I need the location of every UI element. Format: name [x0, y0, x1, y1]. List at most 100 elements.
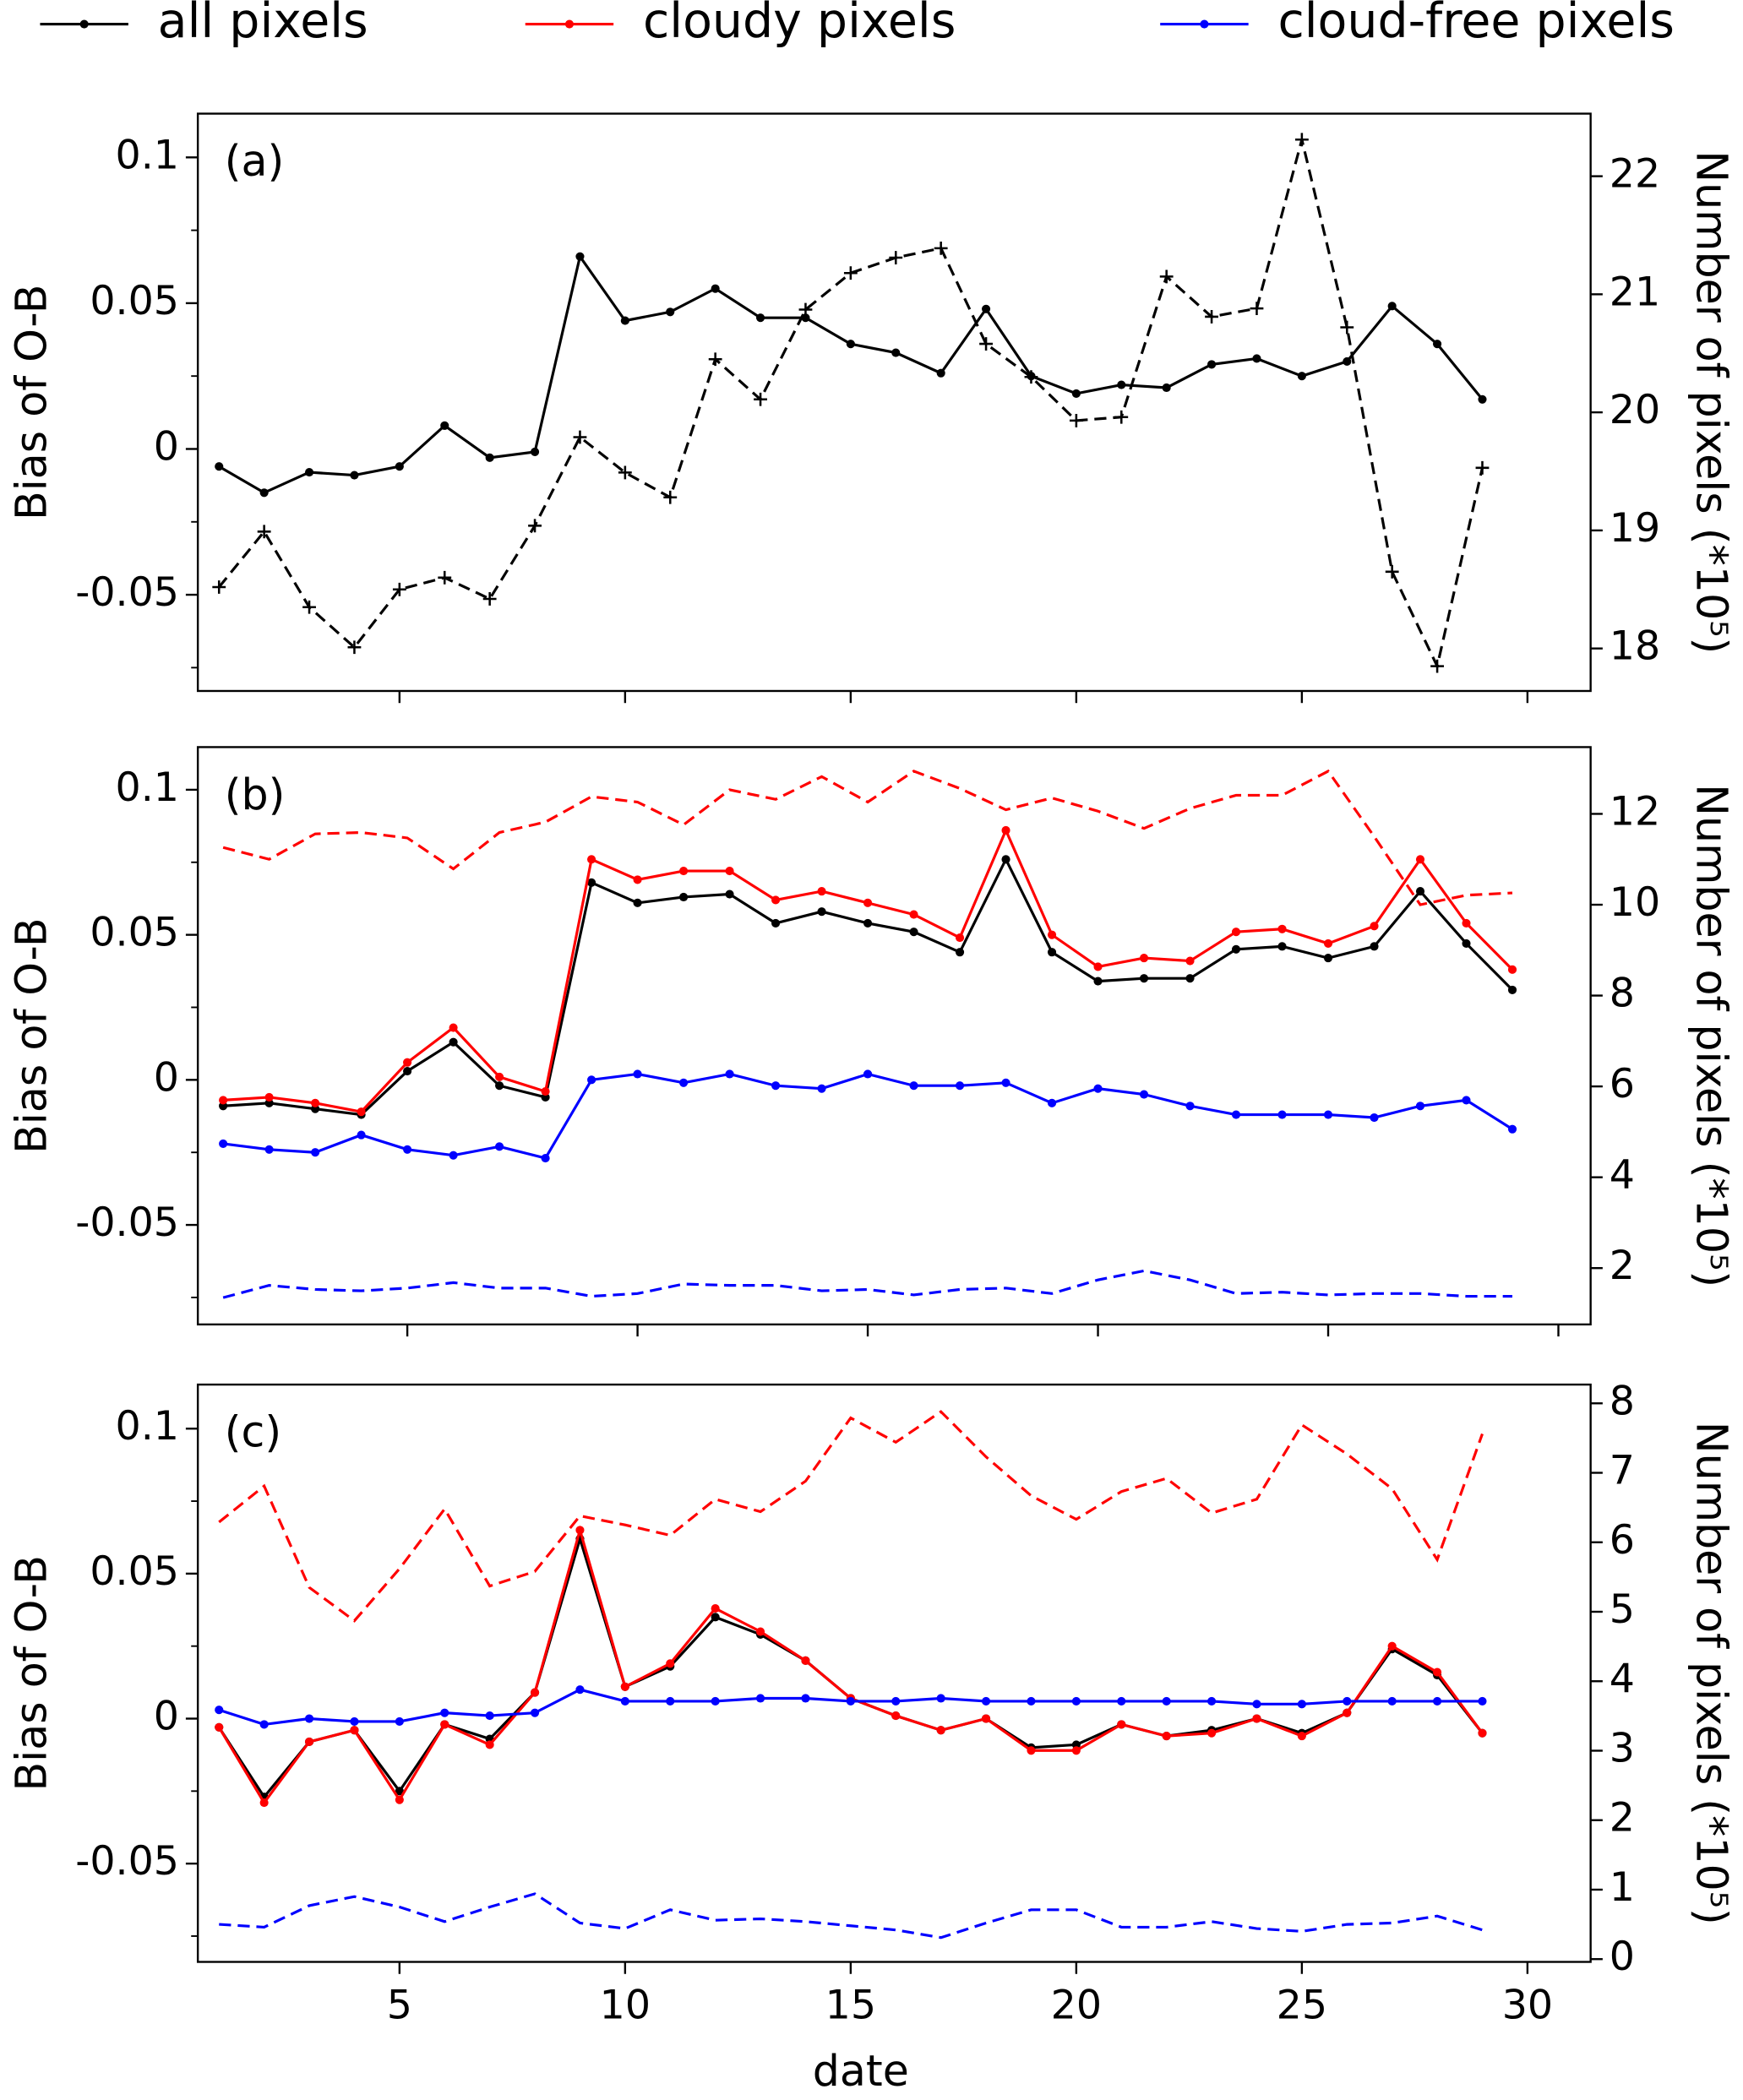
point — [495, 1142, 504, 1151]
point — [1001, 1078, 1010, 1087]
point — [395, 1716, 404, 1727]
line — [217, 1525, 1484, 1805]
point — [633, 1069, 642, 1079]
y-axis-label: Bias of O-B — [7, 284, 57, 520]
y2-tick-label: 2 — [1610, 1795, 1635, 1842]
point — [708, 352, 722, 367]
point — [357, 1107, 366, 1117]
point — [449, 1023, 458, 1032]
point — [1185, 956, 1195, 966]
point — [663, 490, 678, 504]
point — [1114, 410, 1129, 424]
point — [1071, 1696, 1081, 1706]
point — [936, 368, 945, 378]
point — [1343, 356, 1352, 366]
point — [1069, 414, 1083, 427]
x-axis-label: date — [813, 2046, 909, 2096]
point — [449, 1037, 458, 1047]
point — [1117, 1720, 1126, 1729]
point — [395, 1795, 404, 1804]
point — [1231, 1110, 1241, 1119]
y-tick-label: 0 — [154, 1694, 179, 1740]
point — [575, 1685, 585, 1695]
point — [541, 1087, 550, 1096]
x-tick-label: 15 — [825, 1982, 876, 2028]
point — [530, 447, 540, 456]
point — [817, 1084, 826, 1093]
point — [1507, 965, 1517, 974]
point — [1117, 380, 1126, 389]
point — [863, 918, 873, 928]
point — [311, 1098, 320, 1107]
point — [438, 570, 452, 585]
point — [633, 875, 642, 884]
point — [891, 1696, 901, 1706]
point — [1370, 922, 1379, 931]
x-tick-label: 20 — [1051, 1982, 1102, 2028]
point — [573, 430, 587, 444]
point — [755, 313, 765, 323]
point — [1162, 1696, 1171, 1706]
point — [587, 878, 596, 887]
y2-tick-label: 4 — [1610, 1656, 1635, 1702]
legend-label: all pixels — [158, 0, 368, 49]
panel-label: (a) — [225, 136, 285, 186]
y2-tick-label: 4 — [1610, 1152, 1635, 1199]
point — [350, 1716, 359, 1727]
point — [528, 519, 542, 533]
panel-label: (c) — [225, 1407, 281, 1457]
y2-tick-label: 6 — [1610, 1061, 1635, 1107]
line — [217, 1534, 1484, 1799]
plot-frame — [196, 1383, 1592, 1963]
dashed-line — [218, 139, 1484, 671]
panel-label: (b) — [225, 770, 286, 819]
point — [1277, 942, 1287, 951]
point — [711, 1604, 720, 1613]
point — [666, 1659, 675, 1668]
y2-axis-label: Number of pixels (*10⁵) — [1686, 1422, 1736, 1925]
point — [215, 1722, 224, 1732]
point — [1387, 302, 1397, 311]
point — [1370, 1113, 1379, 1123]
y2-axis-label: Number of pixels (*10⁵) — [1686, 150, 1736, 654]
point — [1027, 1746, 1036, 1755]
point — [1207, 1696, 1217, 1706]
point — [1093, 962, 1103, 971]
y-tick-label: 0 — [154, 1054, 179, 1101]
point — [1507, 1124, 1517, 1134]
line — [223, 827, 1514, 1113]
y-tick-label: -0.05 — [75, 1838, 179, 1885]
point — [666, 1696, 675, 1706]
point — [891, 348, 901, 357]
point — [1343, 1708, 1352, 1717]
point — [403, 1058, 412, 1067]
point — [755, 1627, 765, 1636]
y2-tick-label: 2 — [1610, 1243, 1635, 1289]
point — [485, 1711, 494, 1721]
point — [1478, 1696, 1487, 1706]
point — [934, 241, 948, 255]
point — [1071, 1746, 1081, 1755]
y-tick-label: 0.05 — [90, 1548, 179, 1595]
point — [725, 1069, 734, 1079]
point — [302, 600, 316, 614]
point — [982, 304, 991, 313]
point — [395, 462, 404, 471]
point — [1507, 985, 1517, 994]
point — [1415, 887, 1425, 896]
point — [679, 867, 689, 876]
point — [725, 890, 734, 899]
dashed-line — [222, 769, 1513, 906]
point — [1231, 944, 1241, 954]
line — [218, 253, 1484, 495]
point — [1297, 1732, 1306, 1741]
point — [440, 1720, 449, 1729]
point — [725, 867, 734, 876]
point — [1250, 302, 1264, 316]
point — [679, 1078, 689, 1087]
point — [403, 1066, 412, 1076]
point — [1370, 942, 1379, 951]
x-tick-label: 10 — [600, 1982, 651, 2028]
y2-tick-label: 0 — [1610, 1934, 1635, 1980]
point — [1387, 1696, 1397, 1706]
